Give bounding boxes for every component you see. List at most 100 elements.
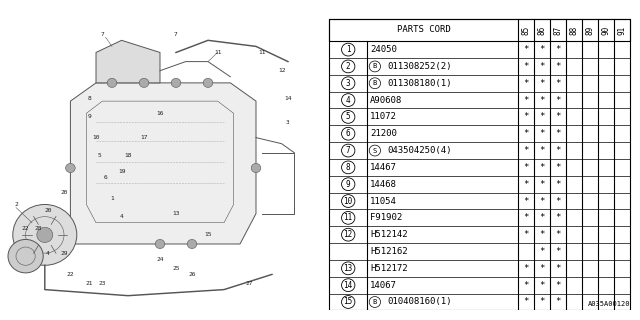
Circle shape	[8, 239, 44, 273]
Text: *: *	[539, 129, 545, 138]
Text: 4: 4	[120, 214, 124, 219]
Text: *: *	[556, 112, 561, 121]
Text: *: *	[539, 298, 545, 307]
Text: 11072: 11072	[370, 112, 397, 121]
Text: 21200: 21200	[370, 129, 397, 138]
Text: 28: 28	[35, 226, 42, 231]
Text: 12: 12	[278, 68, 285, 73]
Text: 4: 4	[346, 96, 351, 105]
Text: 043504250(4): 043504250(4)	[387, 146, 452, 155]
Circle shape	[155, 239, 165, 249]
Text: *: *	[539, 281, 545, 290]
Text: *: *	[556, 281, 561, 290]
Text: *: *	[523, 298, 528, 307]
Text: H512172: H512172	[370, 264, 408, 273]
Text: *: *	[523, 281, 528, 290]
Text: *: *	[556, 264, 561, 273]
Text: 7: 7	[100, 32, 104, 37]
Text: 1: 1	[110, 196, 114, 201]
Text: *: *	[523, 146, 528, 155]
Text: 011308180(1): 011308180(1)	[387, 79, 452, 88]
Text: 7: 7	[174, 32, 178, 37]
Text: 26: 26	[188, 272, 196, 277]
Text: 6: 6	[104, 175, 108, 180]
Text: *: *	[539, 264, 545, 273]
Text: A035A00120: A035A00120	[588, 301, 630, 308]
Text: *: *	[523, 264, 528, 273]
Text: A90608: A90608	[370, 96, 403, 105]
Text: *: *	[556, 298, 561, 307]
Text: *: *	[523, 45, 528, 54]
Polygon shape	[96, 40, 160, 83]
Text: 5: 5	[346, 112, 351, 121]
Text: 010408160(1): 010408160(1)	[387, 298, 452, 307]
Text: 20: 20	[44, 208, 52, 213]
Text: 4: 4	[46, 251, 50, 256]
Text: 2: 2	[346, 62, 351, 71]
Text: *: *	[556, 129, 561, 138]
Circle shape	[37, 227, 53, 243]
Bar	[330, 19, 630, 41]
Text: 14: 14	[284, 96, 292, 100]
Text: 14067: 14067	[370, 281, 397, 290]
Text: B: B	[372, 63, 377, 69]
Text: 14468: 14468	[370, 180, 397, 189]
Circle shape	[187, 239, 197, 249]
Text: *: *	[539, 62, 545, 71]
Text: 5: 5	[97, 153, 101, 158]
Text: 3: 3	[346, 79, 351, 88]
Circle shape	[140, 78, 149, 87]
Text: H512142: H512142	[370, 230, 408, 239]
Text: H512162: H512162	[370, 247, 408, 256]
Text: *: *	[523, 62, 528, 71]
Text: *: *	[539, 96, 545, 105]
Text: 17: 17	[140, 135, 148, 140]
Text: 11: 11	[214, 50, 221, 55]
Text: *: *	[523, 112, 528, 121]
Text: *: *	[523, 79, 528, 88]
Text: 23: 23	[99, 281, 106, 286]
Text: *: *	[556, 146, 561, 155]
Text: S: S	[372, 148, 377, 154]
Text: 11: 11	[259, 50, 266, 55]
Text: 18: 18	[124, 153, 132, 158]
Text: *: *	[539, 213, 545, 222]
Text: 22: 22	[67, 272, 74, 277]
Circle shape	[204, 78, 212, 87]
Text: B: B	[372, 299, 377, 305]
Text: *: *	[539, 230, 545, 239]
Text: *: *	[556, 45, 561, 54]
Text: 24050: 24050	[370, 45, 397, 54]
Text: 91: 91	[618, 25, 627, 35]
Text: *: *	[539, 196, 545, 205]
Text: 11: 11	[344, 213, 353, 222]
Text: 9: 9	[346, 180, 351, 189]
Text: *: *	[556, 163, 561, 172]
Text: *: *	[539, 112, 545, 121]
Text: *: *	[539, 247, 545, 256]
Text: 15: 15	[204, 232, 212, 237]
Text: *: *	[523, 96, 528, 105]
Text: 2: 2	[14, 202, 18, 207]
Text: 12: 12	[344, 230, 353, 239]
Text: 8: 8	[346, 163, 351, 172]
Text: 85: 85	[521, 25, 530, 35]
Text: 88: 88	[570, 25, 579, 35]
Text: 14467: 14467	[370, 163, 397, 172]
Circle shape	[108, 78, 116, 87]
Text: 11054: 11054	[370, 196, 397, 205]
Text: *: *	[556, 230, 561, 239]
Text: *: *	[539, 45, 545, 54]
Text: B: B	[372, 80, 377, 86]
Text: *: *	[523, 180, 528, 189]
Text: *: *	[556, 79, 561, 88]
Text: 25: 25	[172, 266, 180, 271]
Text: 24: 24	[156, 257, 164, 262]
Circle shape	[172, 78, 181, 87]
Text: *: *	[556, 213, 561, 222]
Text: *: *	[539, 180, 545, 189]
Text: *: *	[523, 230, 528, 239]
Text: *: *	[523, 213, 528, 222]
Text: *: *	[556, 62, 561, 71]
Text: 86: 86	[537, 25, 547, 35]
